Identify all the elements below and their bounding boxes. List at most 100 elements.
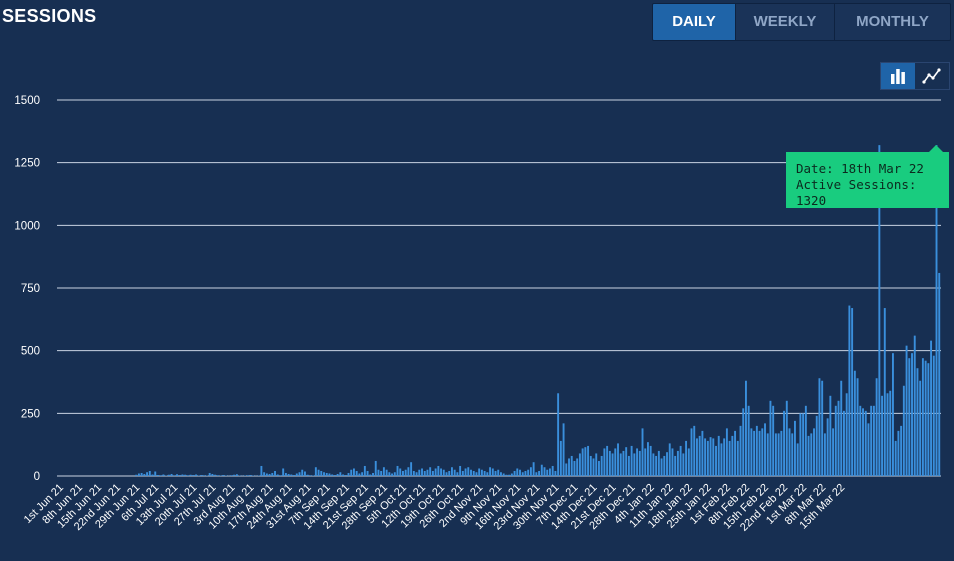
bar[interactable] (655, 455, 658, 476)
bar[interactable] (693, 425, 696, 476)
bar[interactable] (505, 474, 508, 476)
tab-daily[interactable]: DAILY (653, 4, 735, 40)
bar[interactable] (325, 472, 328, 476)
bar[interactable] (701, 430, 704, 476)
bar[interactable] (500, 472, 502, 476)
bar[interactable] (652, 453, 655, 476)
bar[interactable] (284, 472, 287, 476)
bar[interactable] (715, 445, 717, 476)
bar[interactable] (886, 393, 889, 476)
bar[interactable] (911, 353, 913, 476)
bar[interactable] (696, 438, 698, 476)
bar[interactable] (734, 430, 737, 476)
bar[interactable] (538, 470, 541, 476)
bar[interactable] (382, 467, 385, 476)
bar[interactable] (249, 475, 252, 476)
bar[interactable] (489, 467, 492, 476)
bar[interactable] (301, 469, 304, 476)
bar[interactable] (647, 442, 649, 476)
bar[interactable] (611, 453, 614, 476)
bar[interactable] (720, 443, 723, 476)
bar[interactable] (233, 474, 236, 476)
bar[interactable] (347, 472, 350, 476)
bar[interactable] (451, 467, 453, 476)
bar[interactable] (421, 468, 423, 476)
bar[interactable] (883, 308, 886, 476)
bar[interactable] (483, 470, 486, 476)
bar[interactable] (513, 470, 516, 476)
bar[interactable] (598, 460, 600, 476)
bar[interactable] (494, 470, 497, 476)
bar[interactable] (222, 475, 225, 476)
bar[interactable] (442, 469, 445, 476)
bar[interactable] (813, 428, 815, 476)
bar[interactable] (203, 475, 206, 476)
bar[interactable] (927, 363, 930, 476)
bar[interactable] (445, 472, 448, 476)
bar[interactable] (870, 405, 873, 476)
bar[interactable] (608, 450, 611, 476)
bar[interactable] (603, 448, 606, 476)
bar[interactable] (543, 467, 546, 476)
bar[interactable] (736, 440, 739, 476)
bar[interactable] (393, 472, 396, 476)
line-chart-button[interactable] (915, 63, 949, 89)
bar-chart-button[interactable] (881, 63, 915, 89)
bar[interactable] (230, 475, 233, 476)
bar[interactable] (764, 423, 766, 476)
bar[interactable] (913, 335, 916, 476)
bar[interactable] (614, 448, 617, 476)
bar[interactable] (769, 400, 772, 476)
bar[interactable] (638, 450, 641, 476)
bar[interactable] (919, 380, 922, 476)
bar[interactable] (791, 433, 794, 476)
bar[interactable] (423, 470, 426, 476)
bar[interactable] (758, 430, 761, 476)
bar[interactable] (687, 448, 690, 476)
bar[interactable] (407, 467, 410, 476)
bar[interactable] (889, 390, 892, 476)
bar[interactable] (151, 474, 154, 477)
bar[interactable] (377, 469, 380, 476)
bar[interactable] (464, 468, 467, 476)
bar[interactable] (796, 443, 799, 476)
bar[interactable] (804, 405, 807, 476)
bar[interactable] (921, 358, 924, 476)
bar[interactable] (851, 308, 854, 476)
bar[interactable] (527, 469, 530, 476)
bar[interactable] (502, 473, 505, 476)
bar[interactable] (437, 465, 440, 476)
bar[interactable] (698, 435, 701, 476)
bar[interactable] (783, 410, 786, 476)
bar[interactable] (350, 469, 353, 476)
bar[interactable] (900, 425, 903, 476)
bar[interactable] (265, 473, 268, 476)
bar[interactable] (551, 465, 554, 476)
bar[interactable] (832, 428, 835, 476)
bar[interactable] (595, 453, 598, 476)
bar[interactable] (519, 469, 521, 476)
bar[interactable] (167, 474, 170, 476)
bar[interactable] (794, 420, 796, 476)
bar[interactable] (807, 435, 810, 476)
bar[interactable] (418, 469, 421, 476)
bar[interactable] (497, 469, 500, 476)
bar[interactable] (930, 340, 933, 476)
bar[interactable] (829, 395, 832, 476)
bar[interactable] (211, 473, 214, 476)
bar[interactable] (867, 423, 870, 476)
bar[interactable] (657, 450, 660, 476)
bar[interactable] (323, 472, 325, 476)
bar[interactable] (402, 470, 404, 476)
bar[interactable] (372, 472, 374, 476)
bar[interactable] (750, 428, 753, 476)
bar[interactable] (592, 458, 595, 476)
bar[interactable] (862, 408, 864, 476)
bar[interactable] (404, 469, 407, 476)
bar[interactable] (440, 468, 443, 476)
bar[interactable] (573, 460, 576, 476)
bar[interactable] (799, 413, 802, 476)
bar[interactable] (470, 469, 472, 476)
bar[interactable] (679, 445, 682, 476)
bar[interactable] (159, 475, 162, 476)
